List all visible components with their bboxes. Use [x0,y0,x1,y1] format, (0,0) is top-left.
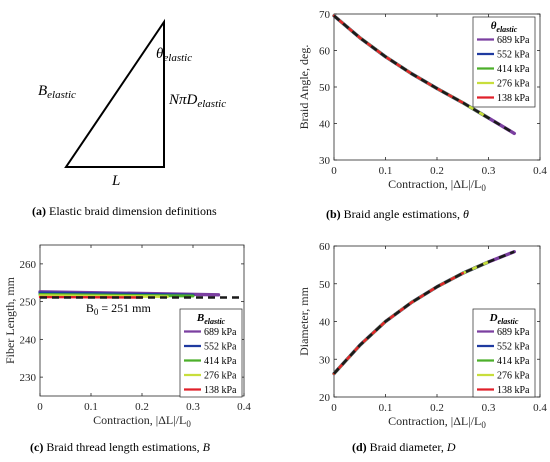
y-axis-label: Braid Angle, deg. [297,45,311,130]
y-tick-label: 20 [319,392,331,404]
base-label: L [111,173,120,189]
legend-entry-label: 689 kPa [497,35,530,46]
x-tick-label: 0.3 [482,165,496,177]
panel-a-diagram: Belastic θelastic NπDelastic L [38,18,226,189]
x-tick-label: 0.3 [186,401,200,413]
legend-entry-label: 138 kPa [497,93,530,104]
y-tick-label: 40 [319,119,331,131]
y-tick-label: 60 [319,241,331,253]
legend-entry-label: 552 kPa [204,342,237,353]
y-axis-label: Fiber Length, mm [3,276,17,364]
caption-d: (d) Braid diameter, D [352,440,456,454]
vertical-label: NπDelastic [168,92,226,110]
legend-entry-label: 689 kPa [497,327,530,338]
legend-entry-label: 552 kPa [497,50,530,61]
y-tick-label: 30 [319,155,331,167]
caption-c: (c) Braid thread length estimations, B [30,440,211,454]
legend-title: Delastic [489,312,519,326]
caption-b: (b) Braid angle estimations, θ [326,207,469,221]
baseline-annotation: B0 = 251 mm [86,301,152,317]
y-tick-label: 240 [20,334,37,346]
legend-entry-label: 414 kPa [497,356,530,367]
x-tick-label: 0.3 [482,402,496,414]
y-tick-label: 30 [319,354,331,366]
y-axis-label: Diameter, mm [297,286,311,355]
x-tick-label: 0.4 [533,402,547,414]
y-tick-label: 250 [20,297,37,309]
x-tick-label: 0.1 [379,402,393,414]
x-axis-label: Contraction, |ΔL|/L0 [388,177,486,193]
legend-title: Belastic [196,312,226,326]
legend-entry-label: 276 kPa [497,371,530,382]
legend-entry-label: 138 kPa [497,385,530,396]
legend-entry-label: 414 kPa [497,64,530,75]
x-axis-label: Contraction, |ΔL|/L0 [93,413,191,429]
y-tick-label: 40 [319,317,331,329]
legend-entry-label: 138 kPa [204,385,237,396]
x-tick-label: 0.1 [379,165,393,177]
x-tick-label: 0.1 [84,401,98,413]
legend-title: θelastic [491,20,518,34]
hypotenuse-label: Belastic [38,83,76,101]
x-tick-label: 0 [331,165,337,177]
fit-line [333,250,515,375]
y-tick-label: 260 [20,259,37,271]
x-tick-label: 0.4 [237,401,251,413]
legend-box [179,308,243,398]
x-tick-label: 0.2 [430,402,444,414]
legend-entry-label: 276 kPa [497,79,530,90]
fit-line [333,14,515,135]
y-tick-label: 50 [319,82,331,94]
chart-braid-angle: 0 0.1 0.2 0.3 0.4 30 40 50 60 70 Contraction, |ΔL|… [297,9,547,193]
angle-label: θelastic [156,46,192,64]
chart-diameter: 0 0.1 0.2 0.3 0.4 20 30 40 50 60 Contraction, |ΔL|… [297,241,547,430]
y-tick-label: 50 [319,279,331,291]
braid-triangle [64,18,165,168]
y-tick-label: 70 [319,9,331,21]
legend-box [472,308,536,398]
x-tick-label: 0.2 [135,401,149,413]
legend-entry-label: 552 kPa [497,342,530,353]
x-tick-label: 0.2 [430,165,444,177]
legend-entry-label: 689 kPa [204,327,237,338]
x-tick-label: 0.4 [533,165,547,177]
caption-a: (a) Elastic braid dimension definitions [32,204,217,218]
x-tick-label: 0 [37,401,43,413]
chart-fiber-length: 0 0.1 0.2 0.3 0.4 230 240 250 260 Contraction, |Δ… [3,244,251,429]
legend-box [472,16,536,108]
y-tick-label: 230 [20,372,37,384]
x-axis-label: Contraction, |ΔL|/L0 [388,414,486,430]
legend-entry-label: 414 kPa [204,356,237,367]
x-tick-label: 0 [331,402,337,414]
y-tick-label: 60 [319,46,331,58]
legend-entry-label: 276 kPa [204,371,237,382]
